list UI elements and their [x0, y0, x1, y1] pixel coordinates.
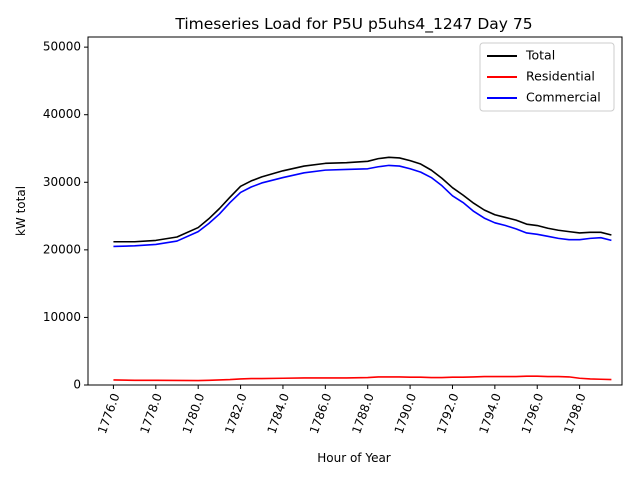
x-tick-label: 1798.0 — [561, 391, 589, 435]
series-lines — [113, 156, 612, 382]
y-tick-label: 40000 — [43, 107, 81, 121]
plot-frame — [87, 36, 623, 386]
x-tick-label: 1792.0 — [434, 391, 462, 435]
x-tick-label: 1788.0 — [349, 391, 377, 435]
legend-label-total: Total — [525, 48, 555, 63]
x-tick-label: 1778.0 — [137, 391, 165, 435]
x-tick-label: 1782.0 — [222, 391, 250, 435]
x-tick-label: 1780.0 — [180, 391, 208, 435]
legend-label-commercial: Commercial — [526, 90, 601, 105]
x-axis-label: Hour of Year — [317, 451, 391, 465]
x-tick-label: 1790.0 — [392, 391, 420, 435]
legend-label-residential: Residential — [526, 69, 595, 84]
y-tick-label: 30000 — [43, 175, 81, 189]
y-tick-label: 0 — [73, 378, 81, 392]
legend-box — [479, 42, 615, 112]
chart-title: Timeseries Load for P5U p5uhs4_1247 Day … — [174, 15, 532, 34]
y-tick-label: 10000 — [43, 310, 81, 324]
x-tick-label: 1786.0 — [307, 391, 335, 435]
legend: Total Residential Commercial — [479, 42, 615, 112]
x-tick-label: 1784.0 — [265, 391, 293, 435]
y-axis-ticks: 0 10000 20000 30000 40000 50000 — [43, 40, 88, 392]
x-axis-ticks: 1776.0 1778.0 1780.0 1782.0 1784.0 1786.0 1788… — [95, 385, 589, 436]
x-tick-label: 1776.0 — [95, 391, 123, 435]
x-tick-label: 1794.0 — [476, 391, 504, 435]
y-tick-label: 50000 — [43, 40, 81, 54]
series-line-residential — [113, 375, 612, 382]
x-tick-label: 1796.0 — [519, 391, 547, 435]
y-axis-label: kW total — [14, 186, 28, 236]
y-tick-label: 20000 — [43, 242, 81, 256]
series-line-total — [113, 156, 612, 243]
series-line-commercial — [113, 164, 612, 248]
